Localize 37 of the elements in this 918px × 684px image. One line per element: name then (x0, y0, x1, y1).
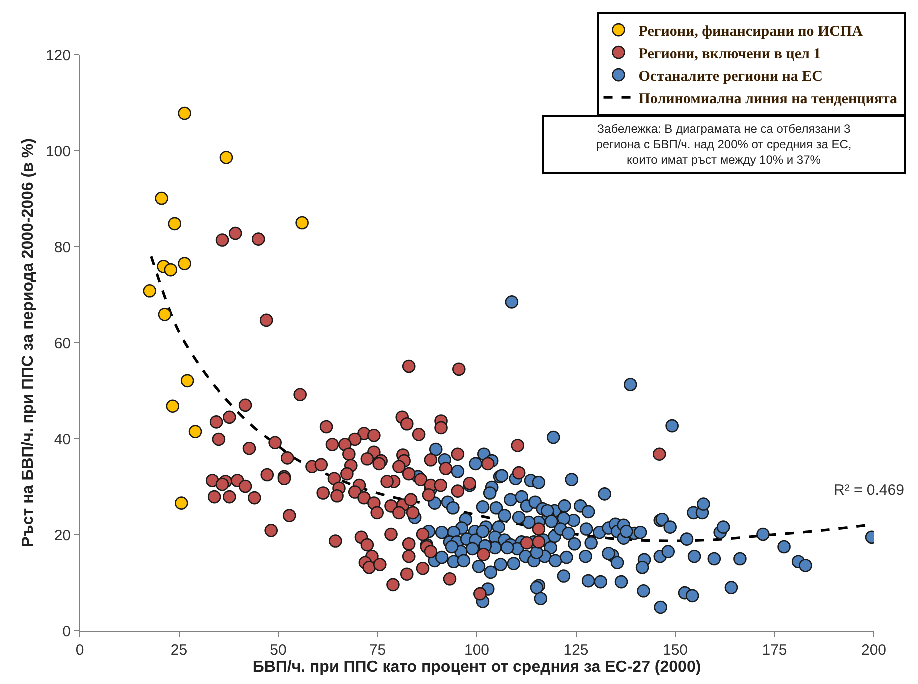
point (174, 496, 188, 510)
legend-label: Региони, финансирани по ИСПА (638, 24, 864, 40)
annotation: Забележка: В диаграмата не са отбелязани 3 региона с БВП/ч. над 200% от средния за ЕС, които имат ръст между 10% и 37% (596, 122, 852, 168)
y-tick-label: 120 (46, 47, 71, 64)
legend-label: Останалите региони на ЕС (638, 68, 823, 85)
x-tick-label: 50 (270, 642, 287, 659)
point (180, 374, 194, 388)
y-tick-label: 100 (46, 143, 71, 160)
point (220, 151, 234, 164)
point (155, 192, 168, 206)
point (158, 308, 172, 322)
y-tick-label: 60 (54, 335, 71, 352)
x-tick-label: 150 (662, 642, 688, 659)
x-tick-label: 175 (762, 642, 788, 659)
y-tick-label: 40 (54, 431, 71, 448)
point (178, 106, 192, 120)
x-tick-label: 25 (170, 642, 188, 659)
y-tick-label: 20 (54, 527, 71, 544)
point (188, 425, 202, 438)
point (166, 400, 180, 414)
x-tick-label: 75 (369, 642, 386, 659)
x-tick-label: 100 (464, 642, 490, 659)
point (296, 216, 309, 230)
point (168, 217, 182, 231)
x-tick-label: 125 (564, 642, 589, 659)
point (178, 257, 192, 270)
point (164, 263, 178, 277)
legend-label: Полиномиална линия на тенденцията (638, 91, 898, 108)
y-axis-title: Ръст на БВП/ч. при ППС за периода 2000-2006 (в %) (20, 138, 37, 548)
legend-label: Региони, включени в цел 1 (638, 46, 822, 62)
x-axis-title: БВП/ч. при ППС като процент от средния за ЕС-27 (2000) (252, 659, 702, 676)
annotation: R² = 0.469 (834, 482, 904, 499)
x-tick-label: 200 (861, 642, 887, 659)
x-tick-label: 0 (76, 642, 84, 659)
y-tick-label: 80 (54, 239, 71, 256)
point (143, 284, 157, 298)
y-tick-label: 0 (62, 623, 71, 640)
